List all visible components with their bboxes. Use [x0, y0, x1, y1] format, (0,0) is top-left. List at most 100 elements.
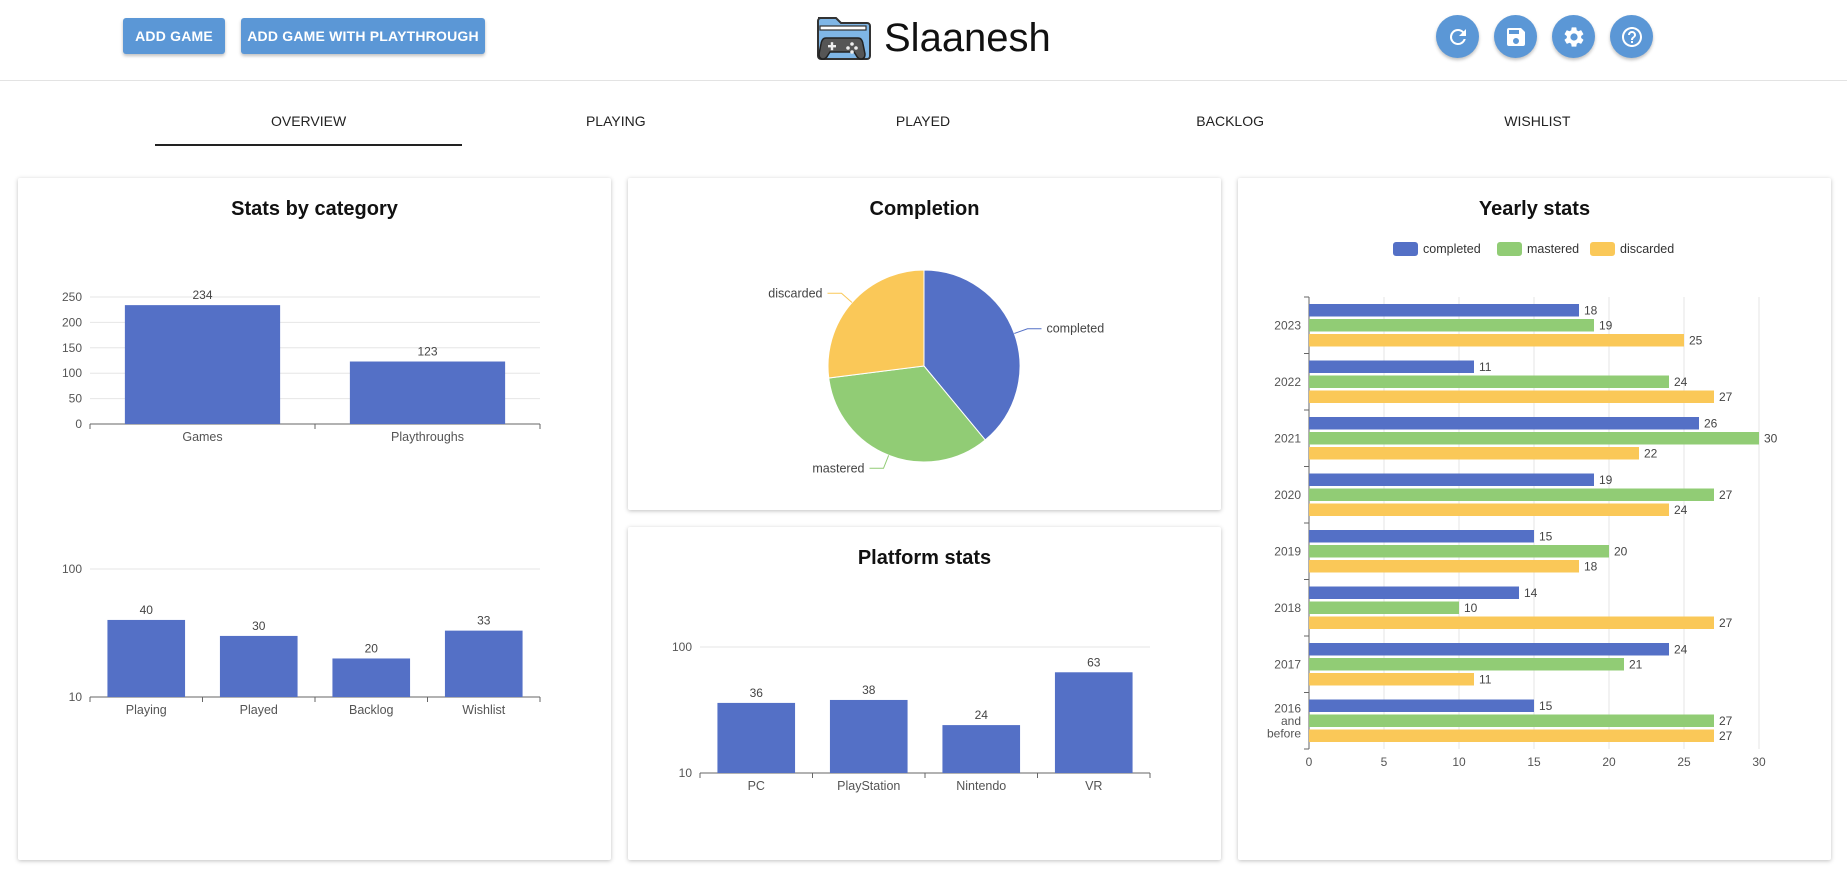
- bar-value-label: 19: [1599, 473, 1613, 487]
- add-game-with-playthrough-button[interactable]: ADD GAME WITH PLAYTHROUGH: [241, 18, 485, 54]
- bar: [829, 699, 908, 773]
- bar: [1309, 360, 1474, 373]
- y-tick-label: 2020: [1274, 488, 1301, 502]
- bar-value-label: 27: [1719, 729, 1733, 743]
- x-tick-label: 20: [1602, 755, 1616, 769]
- legend-label: mastered: [1527, 242, 1579, 256]
- help-icon: [1621, 26, 1642, 47]
- legend-label: completed: [1423, 242, 1481, 256]
- y-tick-label: 0: [75, 417, 82, 431]
- bar: [1309, 304, 1579, 317]
- legend-swatch: [1497, 242, 1522, 256]
- app-header: ADD GAME ADD GAME WITH PLAYTHROUGH Slaan…: [0, 0, 1847, 81]
- pie-label: discarded: [768, 286, 822, 300]
- game-folder-icon: [814, 8, 872, 69]
- x-tick-label: 30: [1752, 755, 1766, 769]
- bar: [1309, 616, 1714, 629]
- bar: [942, 725, 1021, 773]
- bar: [1309, 447, 1639, 460]
- bar: [1309, 601, 1459, 614]
- card-title: Completion: [869, 198, 980, 220]
- x-tick-label: Playthroughs: [391, 430, 464, 444]
- bar: [1309, 488, 1714, 501]
- legend-label: discarded: [1620, 242, 1674, 256]
- bar-value-label: 22: [1644, 447, 1658, 461]
- bar: [1309, 714, 1714, 727]
- tab-played[interactable]: PLAYED: [895, 113, 951, 129]
- bar-value-label: 21: [1629, 658, 1643, 672]
- x-tick-label: PlayStation: [837, 779, 900, 793]
- pie-slice: [827, 269, 925, 379]
- bar-value-label: 24: [1674, 643, 1688, 657]
- bar-value-label: 27: [1719, 616, 1733, 630]
- bar: [1309, 334, 1684, 347]
- y-tick-label: 2021: [1274, 431, 1301, 445]
- x-tick-label: 25: [1677, 755, 1691, 769]
- bar: [1309, 432, 1759, 445]
- tab-wishlist[interactable]: WISHLIST: [1504, 113, 1571, 129]
- bar-value-label: 15: [1539, 530, 1553, 544]
- bar-value-label: 25: [1689, 334, 1703, 348]
- save-icon: [1506, 27, 1525, 46]
- bar-value-label: 36: [750, 686, 764, 700]
- category-charts: 0 50 100 150 200 250 234 Games 123 Playthroughs 10…: [62, 288, 541, 717]
- pie-label-line: [827, 292, 853, 303]
- save-button[interactable]: [1494, 15, 1537, 58]
- pie-label-line: [1014, 328, 1042, 334]
- pie-label: mastered: [812, 461, 864, 475]
- refresh-button[interactable]: [1436, 15, 1479, 58]
- y-tick-label: 10: [679, 766, 693, 780]
- pie-slice: [923, 269, 1021, 441]
- bar: [124, 305, 281, 424]
- y-tick-label: and: [1281, 714, 1301, 728]
- bar: [1309, 729, 1714, 742]
- bar: [107, 619, 186, 697]
- bar-value-label: 30: [1764, 432, 1778, 446]
- y-tick-label: 100: [62, 562, 82, 576]
- bar-value-label: 63: [1087, 655, 1101, 669]
- y-tick-label: 2022: [1274, 375, 1301, 389]
- x-tick-label: VR: [1085, 779, 1102, 793]
- y-tick-label: 2023: [1274, 318, 1301, 332]
- bar: [1309, 530, 1534, 543]
- x-tick-label: 15: [1527, 755, 1541, 769]
- card-title: Platform stats: [857, 547, 992, 569]
- yearly-stats-card: Yearly stats completed mastered discarded 0…: [1238, 178, 1831, 860]
- bar-value-label: 11: [1479, 360, 1492, 374]
- help-button[interactable]: [1610, 15, 1653, 58]
- bar-value-label: 14: [1524, 586, 1538, 600]
- app-title: Slaanesh: [884, 15, 1051, 60]
- bar-value-label: 33: [477, 614, 491, 628]
- bar-value-label: 27: [1719, 714, 1733, 728]
- tab-backlog[interactable]: BACKLOG: [1196, 113, 1264, 129]
- bar-value-label: 19: [1599, 319, 1613, 333]
- y-tick-label: 50: [69, 392, 83, 406]
- y-tick-label: 200: [62, 315, 82, 329]
- tab-playing[interactable]: PLAYING: [585, 113, 646, 129]
- settings-button[interactable]: [1552, 15, 1595, 58]
- bar: [1309, 643, 1669, 656]
- pie-label: completed: [1046, 322, 1104, 336]
- bar: [1309, 560, 1579, 573]
- tab-overview[interactable]: OVERVIEW: [155, 96, 463, 146]
- card-title: Yearly stats: [1478, 198, 1591, 220]
- bar: [219, 635, 298, 697]
- bar: [1309, 545, 1609, 558]
- legend-swatch: [1393, 242, 1418, 256]
- y-tick-label: 150: [62, 341, 82, 355]
- y-tick-label: 2017: [1274, 657, 1301, 671]
- bar-value-label: 26: [1704, 417, 1718, 431]
- completion-pie-chart: completed mastered discarded: [768, 269, 1104, 475]
- x-tick-label: 10: [1452, 755, 1466, 769]
- bar: [332, 658, 411, 697]
- bar-value-label: 234: [192, 288, 212, 302]
- bar: [717, 702, 796, 773]
- x-tick-label: Nintendo: [956, 779, 1006, 793]
- bar-value-label: 10: [1464, 601, 1478, 615]
- bar-value-label: 20: [1614, 545, 1628, 559]
- add-game-button[interactable]: ADD GAME: [123, 18, 225, 54]
- refresh-icon: [1449, 28, 1466, 45]
- bar-value-label: 18: [1584, 304, 1598, 318]
- platform-stats-card: Platform stats 10 100 36 PC 38 PlayStation 24 N…: [628, 527, 1221, 860]
- bar-value-label: 40: [140, 603, 154, 617]
